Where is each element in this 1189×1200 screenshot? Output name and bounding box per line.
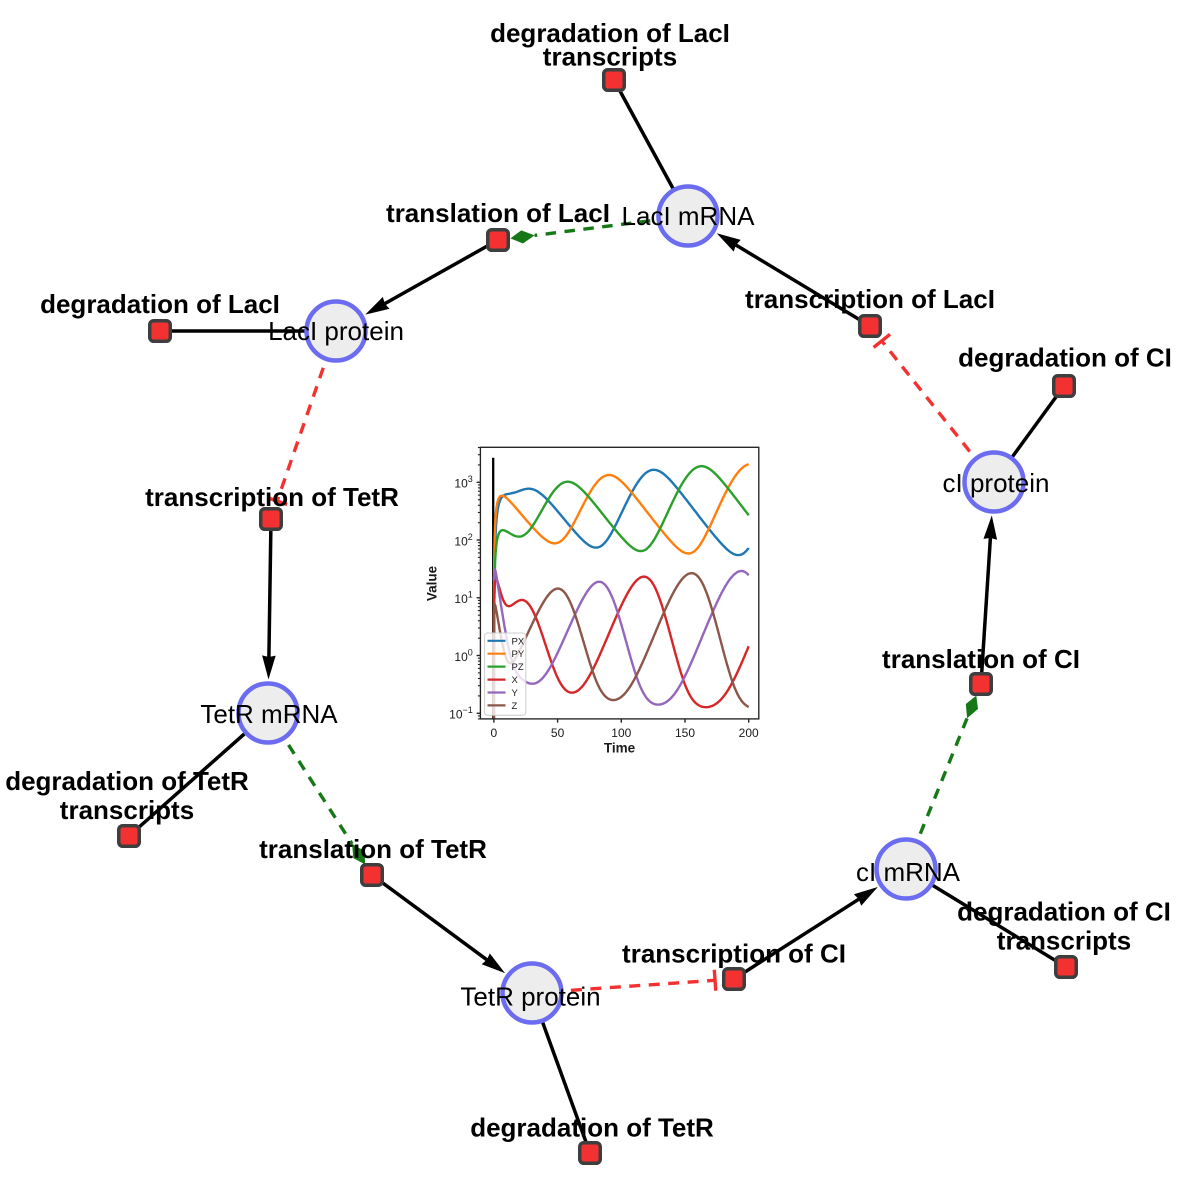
- svg-text:100: 100: [611, 726, 631, 740]
- svg-text:degradation of LacI: degradation of LacI: [40, 289, 280, 319]
- svg-text:translation of CI: translation of CI: [882, 644, 1080, 674]
- svg-text:degradation of CI: degradation of CI: [958, 343, 1172, 373]
- svg-text:transcripts: transcripts: [997, 926, 1131, 956]
- svg-text:cI mRNA: cI mRNA: [856, 857, 961, 887]
- svg-text:degradation of TetR: degradation of TetR: [470, 1113, 714, 1143]
- svg-text:103: 103: [454, 474, 472, 491]
- svg-text:transcripts: transcripts: [60, 795, 194, 825]
- svg-text:150: 150: [675, 726, 695, 740]
- svg-text:transcription of LacI: transcription of LacI: [745, 284, 995, 314]
- svg-text:transcription of TetR: transcription of TetR: [145, 482, 399, 512]
- svg-text:degradation of LacI: degradation of LacI: [490, 18, 730, 48]
- svg-text:TetR protein: TetR protein: [460, 982, 600, 1012]
- svg-text:PX: PX: [512, 636, 525, 647]
- svg-text:Y: Y: [512, 688, 519, 699]
- svg-text:X: X: [512, 675, 519, 686]
- svg-text:50: 50: [551, 726, 565, 740]
- svg-text:translation of LacI: translation of LacI: [386, 198, 610, 228]
- svg-text:translation of TetR: translation of TetR: [259, 834, 487, 864]
- svg-text:degradation of CI: degradation of CI: [957, 897, 1171, 927]
- svg-text:101: 101: [454, 590, 472, 607]
- svg-text:cI protein: cI protein: [943, 468, 1050, 498]
- svg-text:Z: Z: [512, 701, 518, 712]
- svg-text:Time: Time: [604, 741, 636, 756]
- svg-text:102: 102: [454, 532, 472, 549]
- svg-text:LacI mRNA: LacI mRNA: [622, 201, 756, 231]
- svg-text:TetR mRNA: TetR mRNA: [200, 699, 338, 729]
- svg-text:degradation of TetR: degradation of TetR: [5, 766, 249, 796]
- svg-text:200: 200: [739, 726, 759, 740]
- svg-text:transcription of CI: transcription of CI: [622, 939, 846, 969]
- svg-text:100: 100: [454, 647, 472, 664]
- svg-text:0: 0: [491, 726, 498, 740]
- svg-text:10−1: 10−1: [449, 705, 473, 722]
- svg-text:Value: Value: [425, 565, 440, 601]
- svg-text:transcripts: transcripts: [543, 42, 677, 72]
- svg-text:PY: PY: [512, 649, 525, 660]
- svg-text:LacI protein: LacI protein: [268, 316, 404, 346]
- svg-text:PZ: PZ: [512, 662, 524, 673]
